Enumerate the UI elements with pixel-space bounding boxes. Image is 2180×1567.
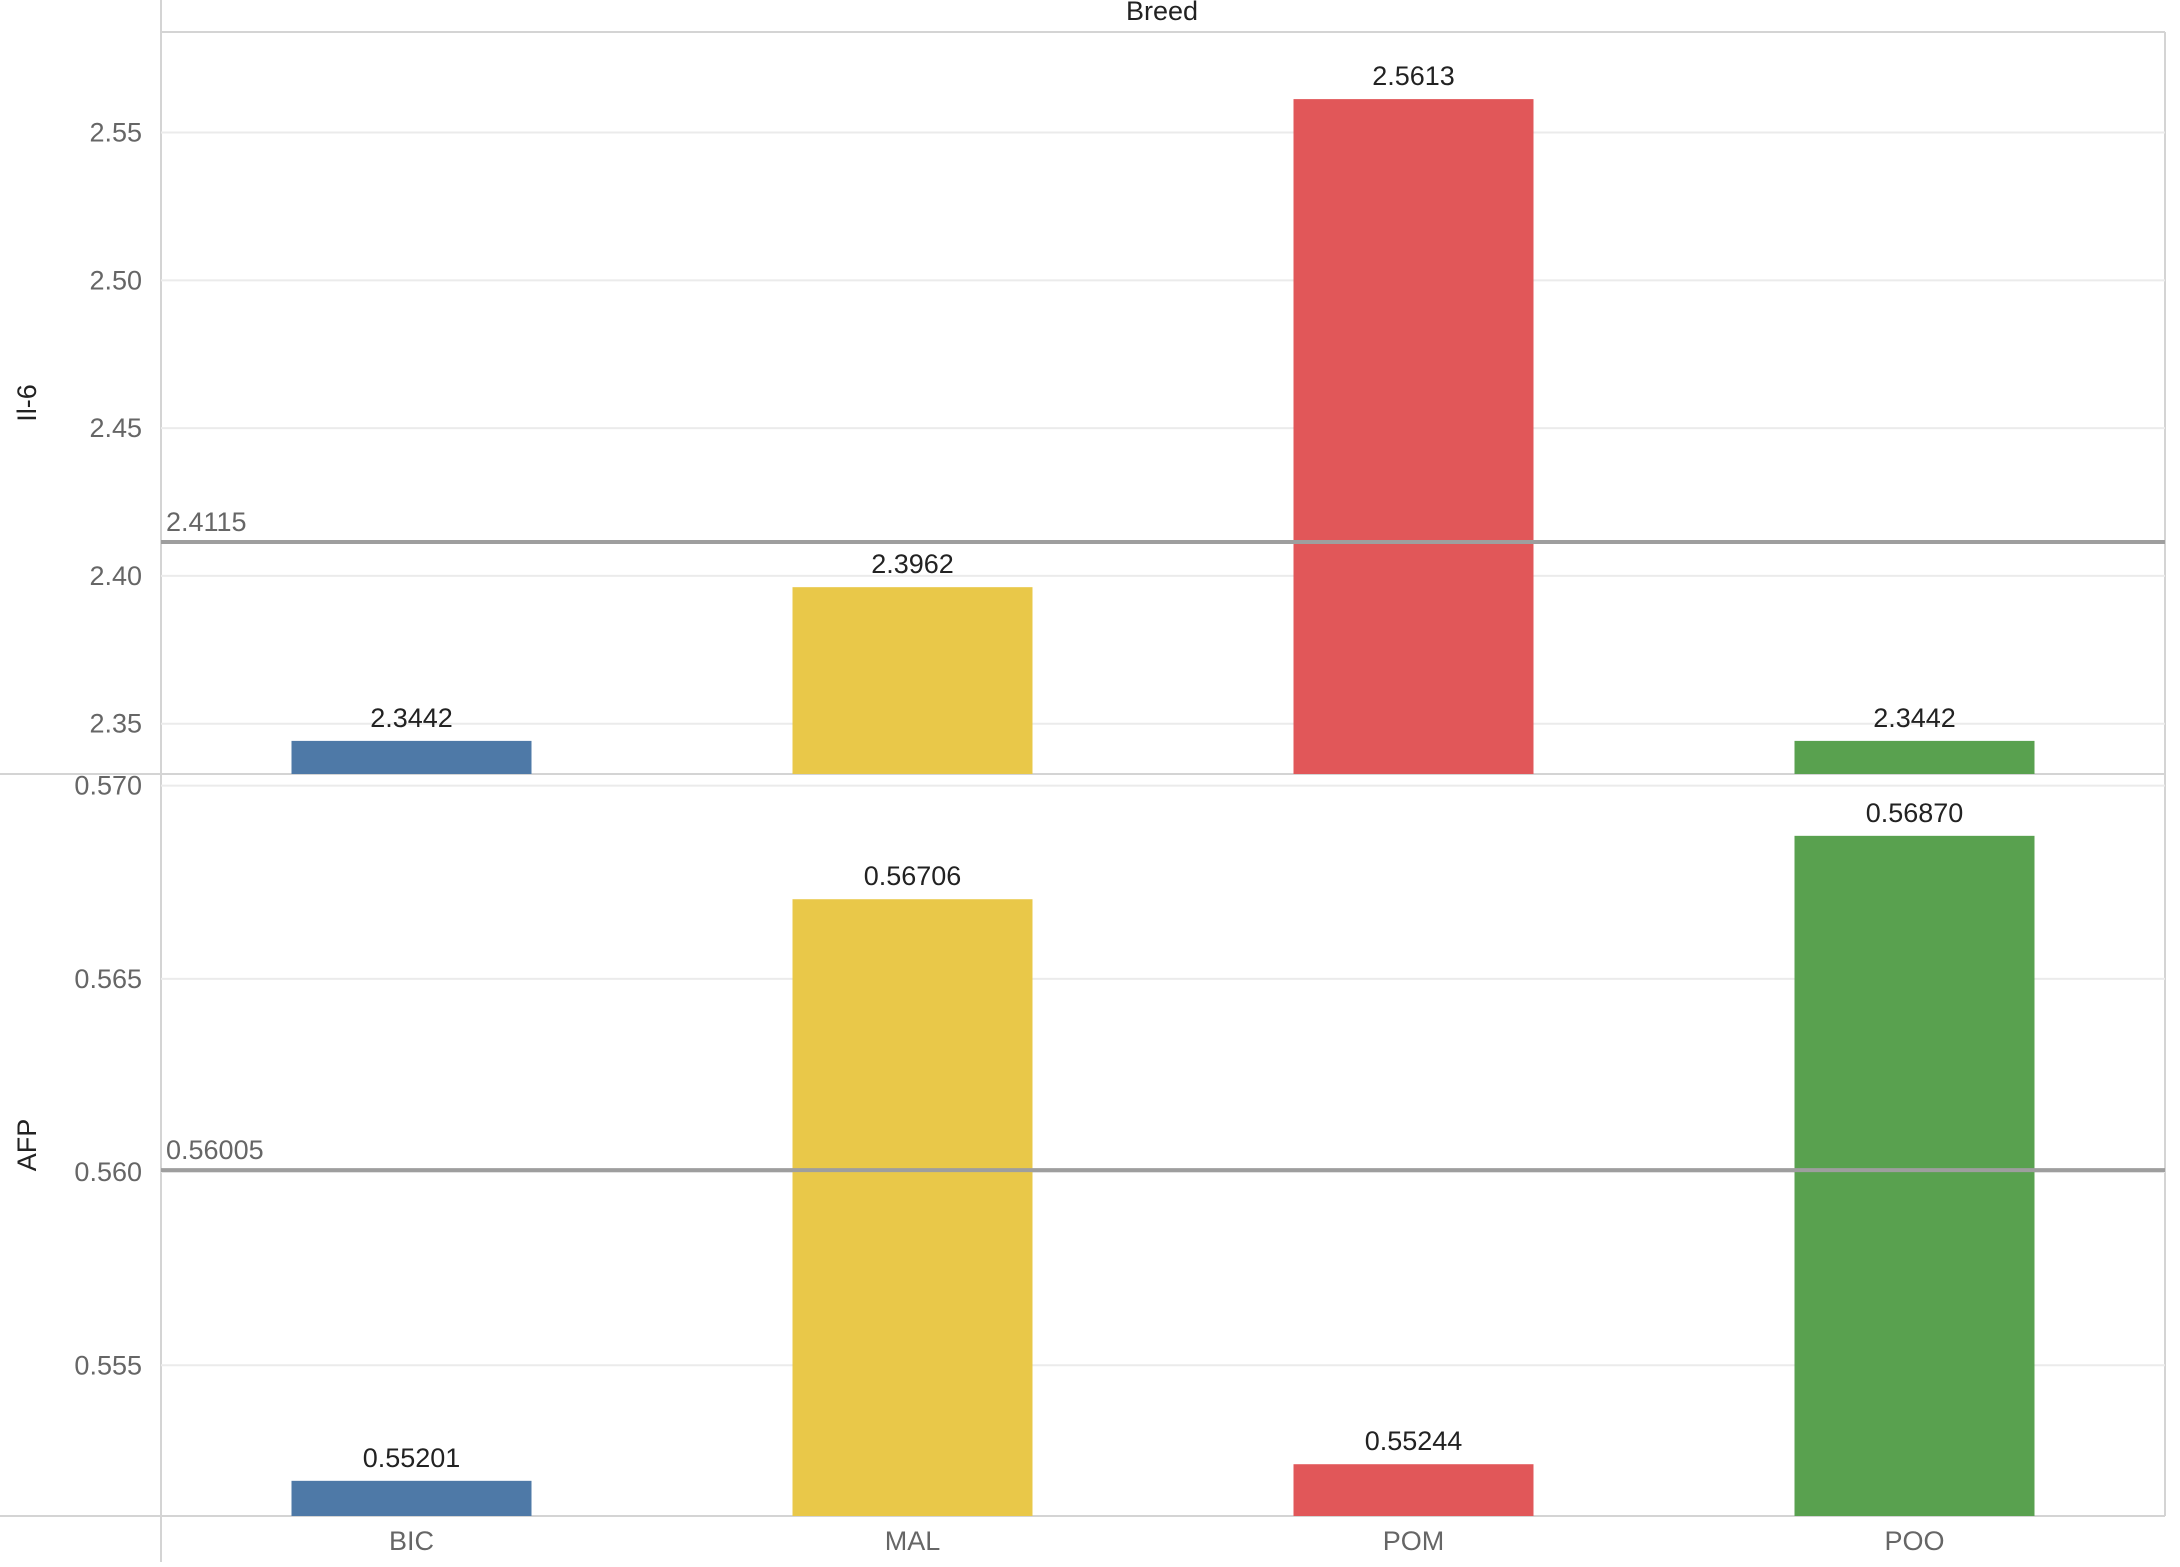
bar-il-6-pom [1293, 99, 1534, 775]
y-tick-label-il-6: 2.40 [89, 561, 142, 591]
bar-value-label-afp-mal: 0.56706 [864, 861, 962, 891]
bar-value-label-il-6-pom: 2.5613 [1372, 61, 1455, 91]
x-tick-label-pom: POM [1383, 1526, 1445, 1556]
bar-il-6-mal [792, 587, 1033, 774]
y-tick-label-afp: 0.560 [74, 1157, 142, 1187]
y-tick-label-il-6: 2.50 [89, 265, 142, 295]
bar-il-6-bic [291, 740, 532, 774]
reference-line-layer [161, 539, 2165, 1173]
bar-afp-pom [1293, 1464, 1534, 1516]
bar-afp-poo [1794, 835, 2035, 1516]
x-tick-label-poo: POO [1884, 1526, 1944, 1556]
label-layer: Breed 2.35 2.40 2.45 2.50 2.55 Il-6 2.3442 2.39… [12, 0, 1963, 1556]
bar-afp-mal [792, 899, 1033, 1516]
bar-value-label-il-6-mal: 2.3962 [871, 549, 954, 579]
reference-line-label-afp: 0.56005 [166, 1135, 264, 1165]
y-axis-title-afp: AFP [12, 1119, 42, 1172]
bar-value-label-il-6-poo: 2.3442 [1873, 703, 1956, 733]
bar-value-label-il-6-bic: 2.3442 [370, 703, 453, 733]
bar-afp-bic [291, 1480, 532, 1516]
bar-layer [291, 99, 2035, 1516]
bar-value-label-afp-bic: 0.55201 [363, 1443, 461, 1473]
y-tick-label-afp: 0.570 [74, 771, 142, 801]
column-header-breed: Breed [1126, 0, 1198, 26]
x-tick-label-bic: BIC [389, 1526, 434, 1556]
y-tick-label-il-6: 2.45 [89, 413, 142, 443]
x-tick-label-mal: MAL [885, 1526, 941, 1556]
bar-value-label-afp-pom: 0.55244 [1365, 1426, 1463, 1456]
y-tick-label-afp: 0.555 [74, 1350, 142, 1380]
reference-line-label-il-6: 2.4115 [166, 507, 247, 537]
bar-value-label-afp-poo: 0.56870 [1866, 798, 1964, 828]
y-tick-label-afp: 0.565 [74, 964, 142, 994]
y-tick-label-il-6: 2.35 [89, 709, 142, 739]
y-tick-label-il-6: 2.55 [89, 118, 142, 148]
bar-il-6-poo [1794, 740, 2035, 774]
y-axis-title-il-6: Il-6 [12, 384, 42, 422]
